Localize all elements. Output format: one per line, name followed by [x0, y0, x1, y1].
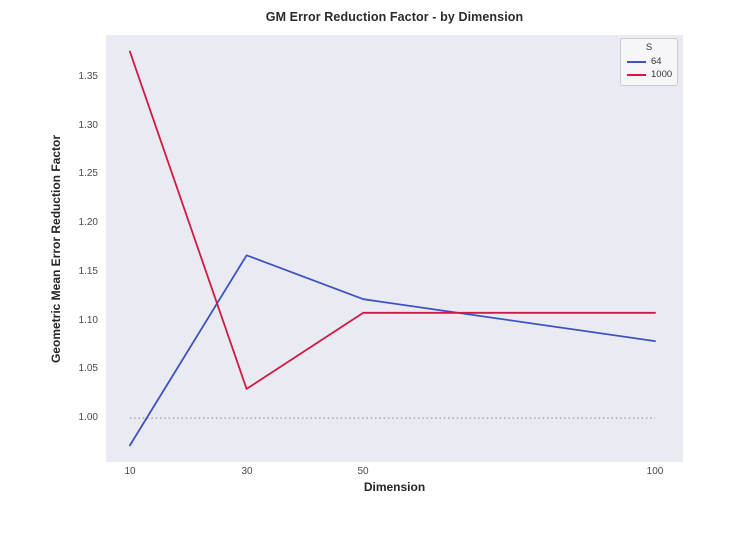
- legend-line-swatch: [627, 73, 646, 76]
- y-tick-label: 1.35: [78, 71, 98, 82]
- plot-svg: [128, 50, 656, 447]
- y-tick-label: 1.15: [78, 266, 98, 277]
- y-tick-label: 1.20: [78, 217, 98, 228]
- legend-entry-1000: 1000: [627, 68, 673, 81]
- x-axis-label: Dimension: [363, 480, 426, 494]
- x-tick-label: 30: [241, 466, 253, 477]
- legend-entry-label: 64: [651, 56, 662, 67]
- series-line-1000: [128, 50, 656, 390]
- y-tick-label: 1.05: [78, 363, 98, 374]
- plot-area: [106, 35, 683, 462]
- y-tick-label: 1.10: [78, 315, 98, 326]
- legend-entry-label: 1000: [651, 69, 673, 80]
- series-line-64: [128, 254, 656, 447]
- y-tick-label: 1.25: [78, 168, 98, 179]
- y-tick-label: 1.30: [78, 120, 98, 131]
- legend-entry-64: 64: [627, 55, 671, 68]
- x-tick-label: 100: [646, 466, 664, 477]
- legend-title: S: [645, 42, 653, 53]
- legend-entries: 64 1000: [627, 55, 673, 81]
- x-tick-label: 50: [357, 466, 369, 477]
- y-tick-label: 1.00: [78, 412, 98, 423]
- x-tick-label: 10: [124, 466, 136, 477]
- legend-line-swatch: [627, 60, 646, 63]
- chart-title: GM Error Reduction Factor - by Dimension: [265, 10, 524, 24]
- legend: S 64 1000: [620, 38, 678, 86]
